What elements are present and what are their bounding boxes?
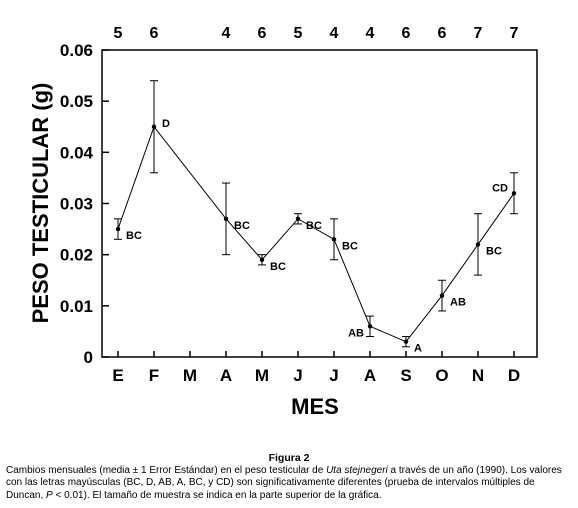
x-tick-label: F [149, 366, 159, 385]
data-point [367, 324, 373, 329]
x-tick-label: N [472, 366, 484, 385]
y-axis-label: PESO TESTICULAR (g) [28, 83, 53, 324]
data-point [403, 339, 409, 344]
sample-size-label: 7 [474, 25, 483, 42]
data-point [439, 293, 445, 298]
y-tick-label: 0.01 [60, 297, 93, 316]
data-point [295, 216, 301, 222]
sample-size-label: 5 [114, 25, 123, 42]
x-tick-label: A [220, 366, 232, 385]
data-point [475, 242, 481, 247]
x-axis-label: MES [291, 394, 339, 419]
x-tick-label: A [364, 366, 376, 385]
significance-letter: BC [486, 245, 502, 257]
data-point [151, 124, 157, 129]
x-tick-label: S [400, 366, 411, 385]
significance-letter: BC [342, 240, 358, 252]
y-tick-label: 0.04 [60, 143, 94, 162]
y-tick-label: 0.05 [60, 92, 93, 111]
y-tick-label: 0.06 [60, 41, 93, 60]
significance-letter: AB [348, 327, 364, 339]
caption-text-after: < 0.01). El tamaño de muestra se indica … [52, 489, 382, 501]
data-point [259, 257, 265, 262]
series-line [117, 125, 515, 343]
sample-size-label: 4 [366, 25, 375, 42]
significance-letter: D [162, 118, 170, 130]
caption-text-mid: a través de un año (1990). Los valores c… [6, 464, 562, 501]
significance-letter: A [414, 343, 422, 355]
significance-letter: BC [270, 261, 286, 273]
x-tick-label: O [435, 366, 448, 385]
caption-title: Figura 2 [268, 452, 310, 464]
sample-size-label: 6 [150, 25, 159, 42]
data-point [331, 237, 337, 242]
significance-letter: CD [492, 182, 508, 194]
sample-size-row: 5 6 4 6 5 4 4 6 6 7 7 [114, 25, 519, 42]
y-tick-label: 0.03 [60, 195, 93, 214]
sample-size-label: 4 [330, 25, 339, 42]
figure-caption: Figura 2 Cambios mensuales (media ± 1 Er… [6, 452, 572, 502]
caption-body: Cambios mensuales (media ± 1 Error Están… [6, 465, 572, 503]
sample-size-label: 6 [402, 25, 411, 42]
sample-size-label: 6 [438, 25, 447, 42]
significance-letter: BC [126, 230, 142, 242]
x-tick-label: M [255, 366, 269, 385]
sample-size-label: 5 [294, 25, 303, 42]
sample-size-label: 6 [258, 25, 267, 42]
x-tick-label: M [183, 366, 197, 385]
x-tick-label: J [329, 366, 338, 385]
plot-frame [101, 49, 538, 358]
y-tick-label: 0.02 [60, 246, 93, 265]
caption-text-before: Cambios mensuales (media ± 1 Error Están… [6, 464, 327, 476]
significance-letter: BC [234, 220, 250, 232]
data-point [115, 226, 121, 232]
significance-letters: BC D BC BC BC BC AB A AB BC CD [126, 118, 508, 355]
data-point [223, 216, 229, 222]
data-points [115, 124, 517, 344]
y-tick-label: 0 [84, 348, 93, 367]
sample-size-label: 4 [222, 25, 231, 42]
significance-letter: AB [450, 297, 466, 309]
x-tick-label: D [508, 366, 520, 385]
significance-letter: BC [306, 220, 322, 232]
x-tick-label: J [293, 366, 302, 385]
x-tick-label: E [112, 366, 123, 385]
data-point [511, 191, 517, 196]
caption-p-symbol: P [46, 489, 53, 501]
y-axis: 0 0.01 0.02 0.03 0.04 0.05 0.06 [60, 41, 109, 367]
caption-species: Uta stejnegeri [326, 464, 388, 476]
sample-size-label: 7 [510, 25, 519, 42]
